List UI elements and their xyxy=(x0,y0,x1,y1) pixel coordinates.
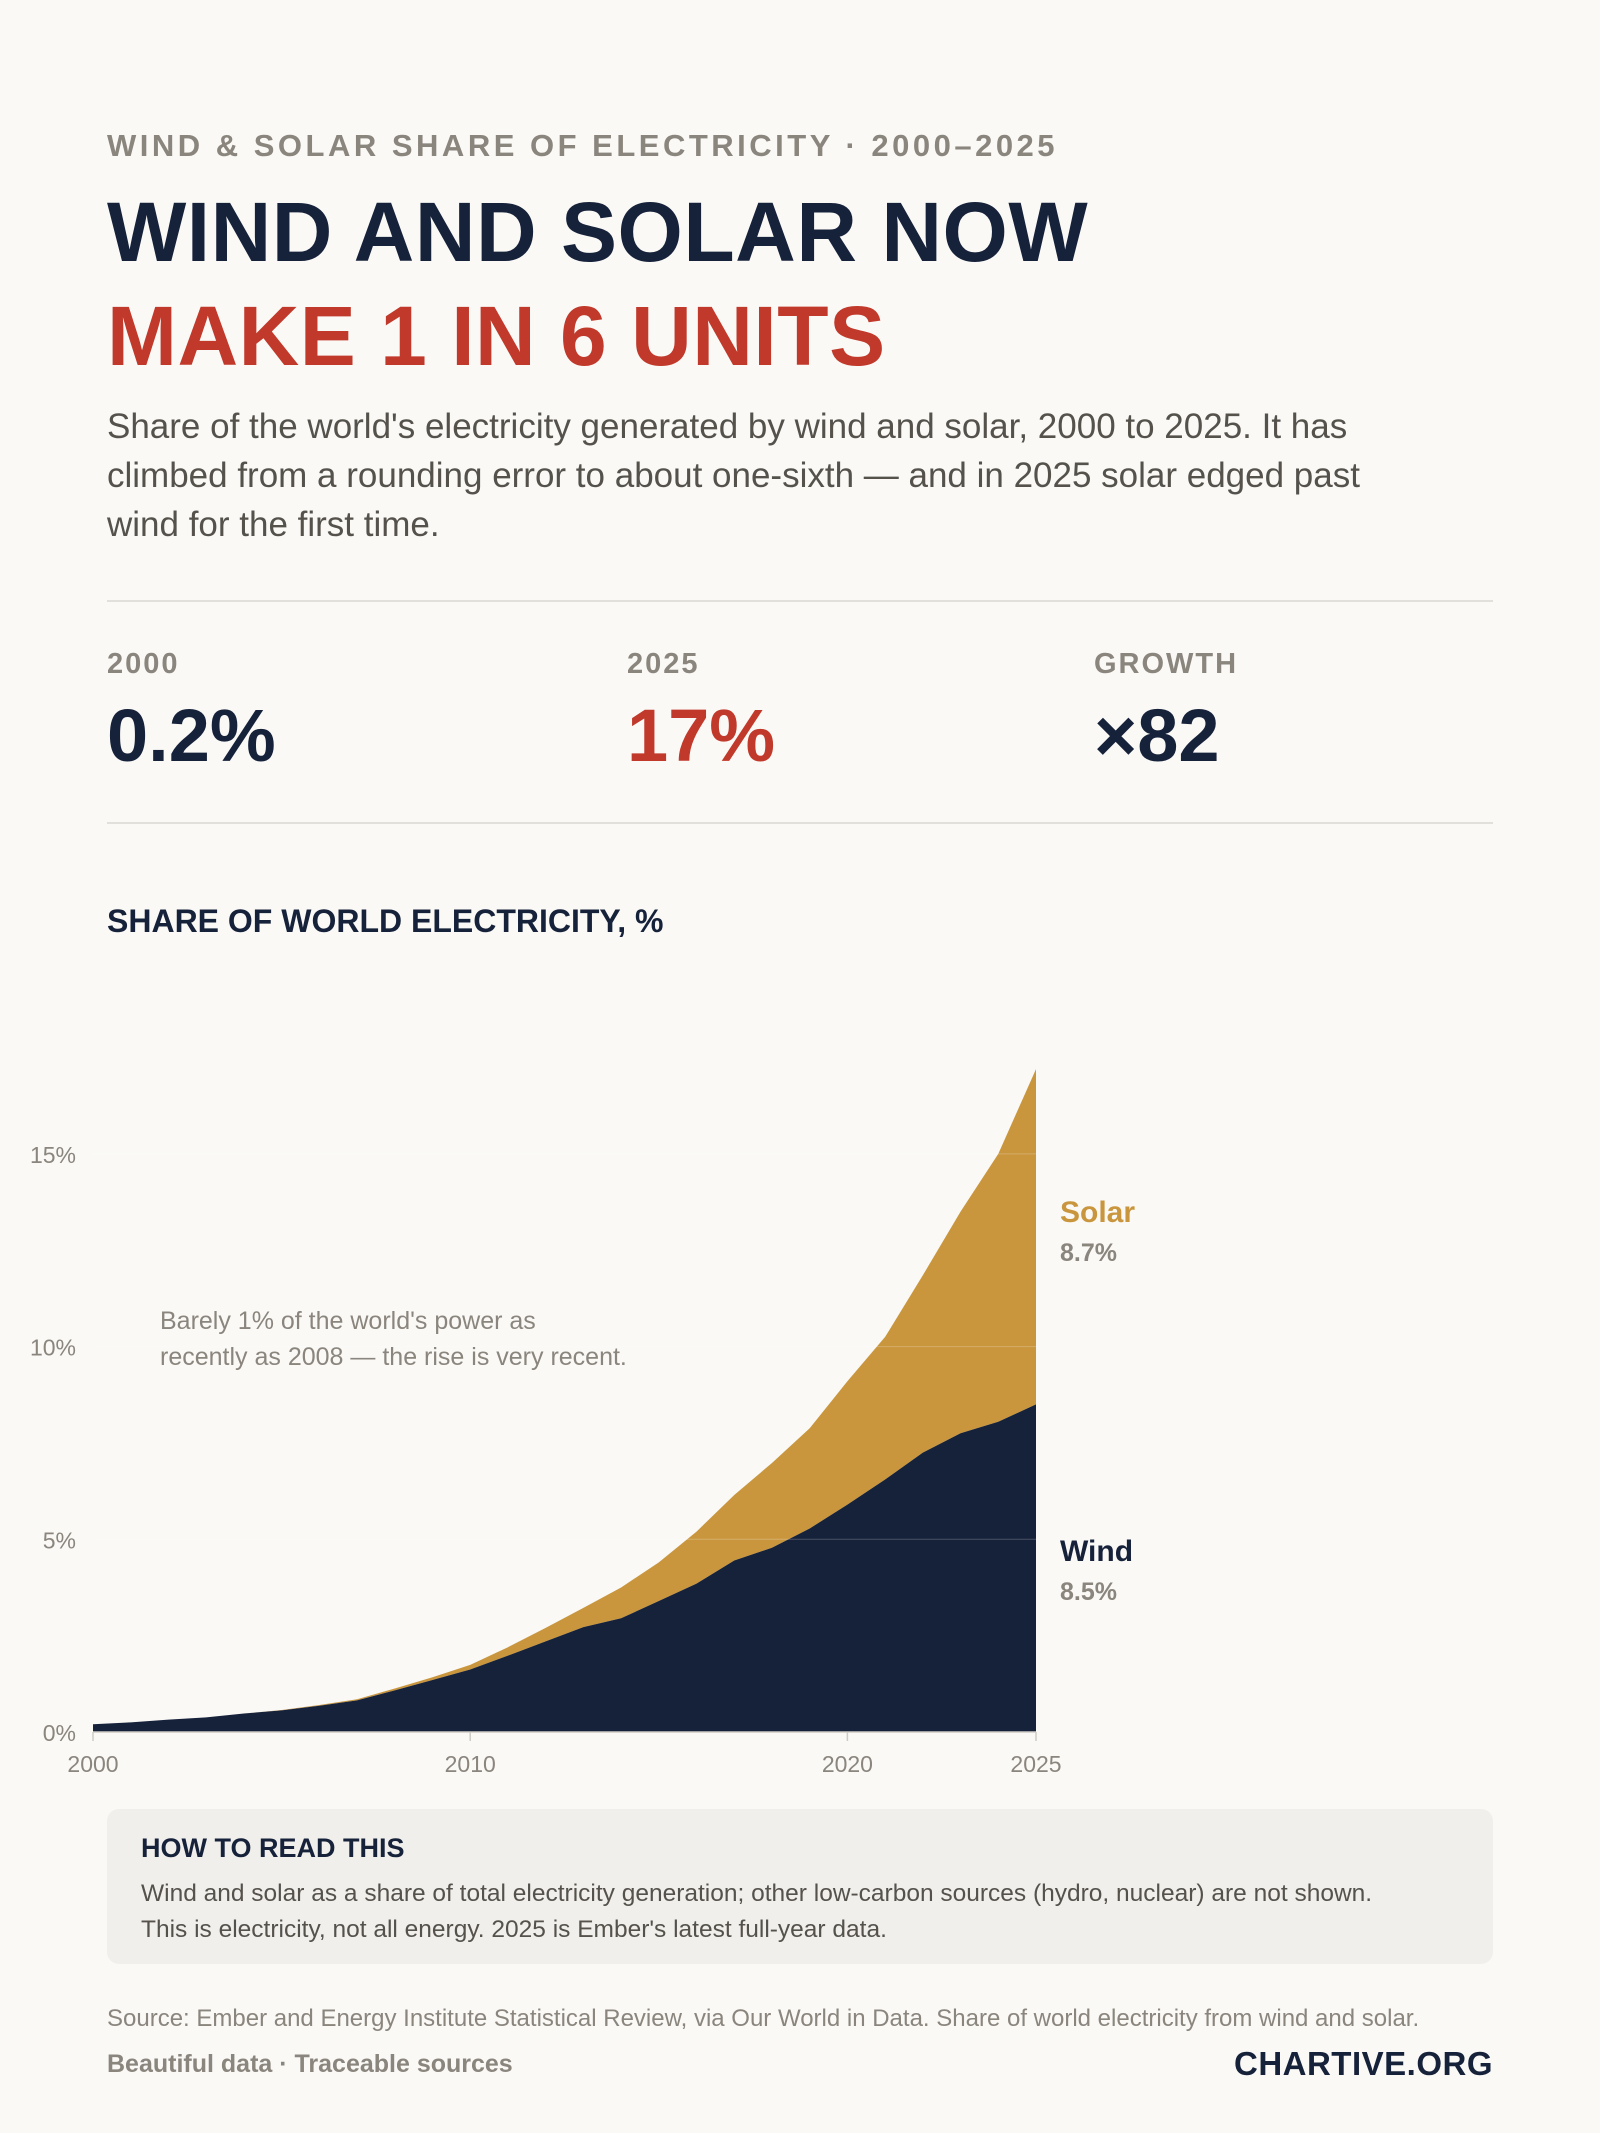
wind-series-label: Wind xyxy=(1060,1535,1133,1568)
y-tick-label: 0% xyxy=(43,1720,76,1746)
x-tick-label: 2010 xyxy=(445,1751,496,1777)
stat-label: 2025 xyxy=(627,648,700,680)
y-tick-label: 15% xyxy=(30,1142,76,1168)
stat-value: 0.2% xyxy=(107,694,276,777)
kicker: WIND & SOLAR SHARE OF ELECTRICITY · 2000… xyxy=(107,128,1059,163)
x-tick-label: 2025 xyxy=(1010,1751,1061,1777)
y-tick-label: 5% xyxy=(43,1527,76,1553)
brand-logo-text[interactable]: CHARTIVE.ORG xyxy=(1233,2045,1493,2082)
solar-end-value: 8.7% xyxy=(1060,1239,1117,1267)
stat-value: 17% xyxy=(627,694,776,777)
chart-heading: SHARE OF WORLD ELECTRICITY, % xyxy=(107,903,664,939)
wind-area xyxy=(93,1404,1036,1732)
y-tick-label: 10% xyxy=(30,1335,76,1361)
x-tick-label: 2000 xyxy=(67,1751,118,1777)
stat-label: GROWTH xyxy=(1094,648,1239,680)
title-line-1: WIND AND SOLAR NOW xyxy=(107,185,1089,279)
stat-value: ×82 xyxy=(1094,694,1220,777)
title-line-2: MAKE 1 IN 6 UNITS xyxy=(107,289,886,383)
tagline: Beautiful data · Traceable sources xyxy=(107,2050,513,2078)
source-note: Source: Ember and Energy Institute Stati… xyxy=(107,2005,1420,2032)
solar-series-label: Solar xyxy=(1060,1196,1135,1229)
stat-growth: GROWTH ×82 xyxy=(1094,648,1238,773)
how-to-read-body: Wind and solar as a share of total elect… xyxy=(141,1876,1459,1948)
how-to-read-line: This is electricity, not all energy. 202… xyxy=(141,1916,887,1943)
area-chart: 0% 5% 10% 15% 2000 2010 2020 2025 Solar 8.7% Wind 8… xyxy=(30,1069,1135,1777)
subtitle: Share of the world's electricity generat… xyxy=(107,407,1360,544)
chart-annotation-line: recently as 2008 — the rise is very rece… xyxy=(160,1343,627,1371)
chart-annotation-line: Barely 1% of the world's power as xyxy=(160,1307,536,1335)
stat-label: 2000 xyxy=(107,648,180,680)
how-to-read-line: Wind and solar as a share of total elect… xyxy=(141,1880,1373,1907)
divider-top xyxy=(107,600,1493,602)
solar-area xyxy=(93,1069,1036,1725)
x-tick-label: 2020 xyxy=(822,1751,873,1777)
how-to-read-title: HOW TO READ THIS xyxy=(141,1833,405,1863)
wind-end-value: 8.5% xyxy=(1060,1578,1117,1606)
stat-2000: 2000 0.2% xyxy=(107,648,276,773)
how-to-read-box: HOW TO READ THIS Wind and solar as a sha… xyxy=(107,1809,1493,1964)
divider-bottom xyxy=(107,822,1493,824)
stat-2025: 2025 17% xyxy=(627,648,775,773)
